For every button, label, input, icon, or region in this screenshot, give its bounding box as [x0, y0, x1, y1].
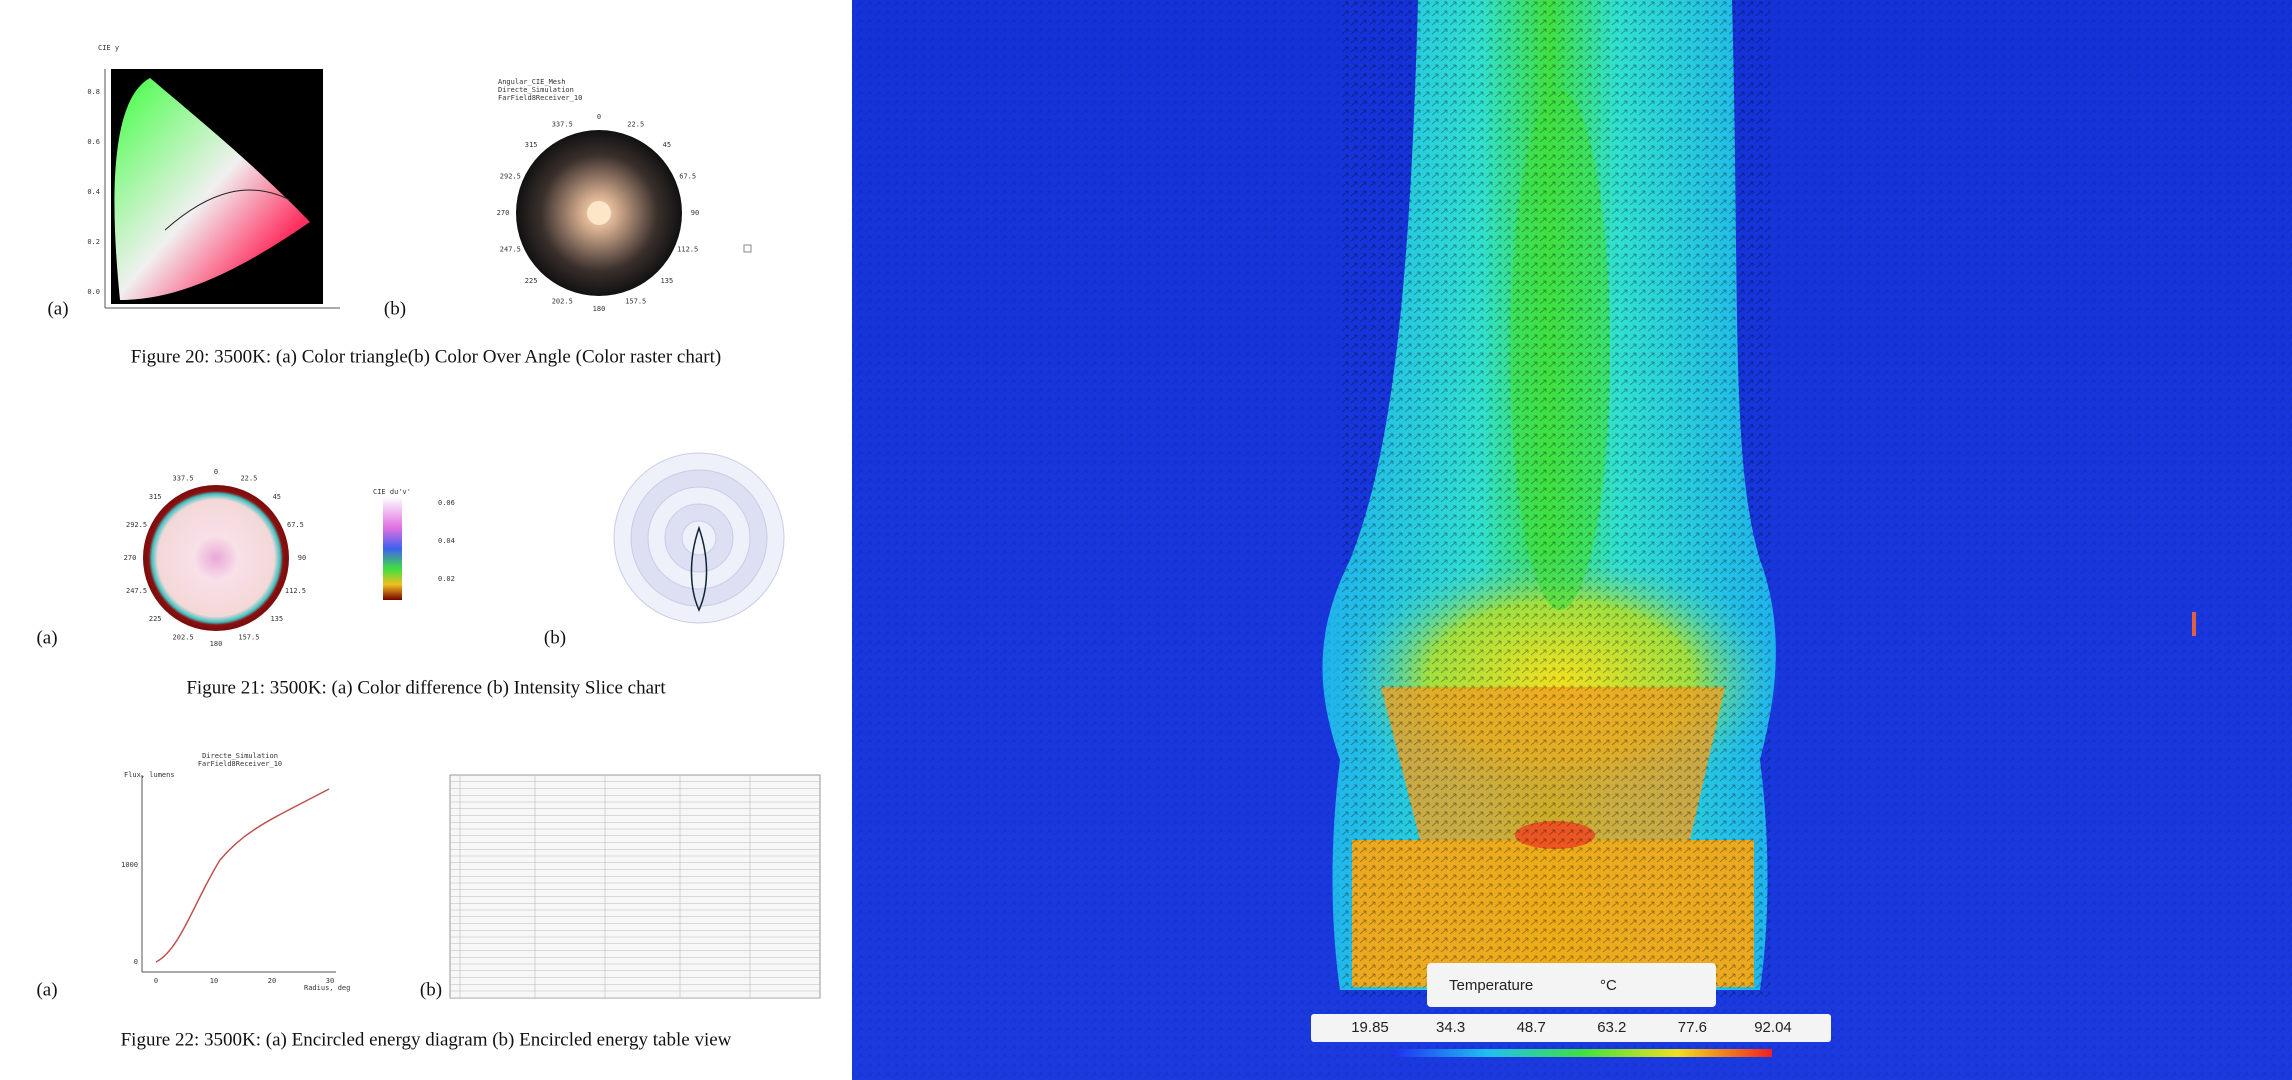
subfigure-label: (a): [36, 627, 57, 648]
x-tick-label: 30: [326, 977, 334, 985]
figure-caption: Figure 21: 3500K: (a) Color difference (…: [186, 677, 666, 698]
legend-tick-label: 34.3: [1436, 1019, 1465, 1036]
legend-color-bar: [1393, 1049, 1772, 1057]
angle-label: 157.5: [625, 298, 646, 306]
simulation-view: [852, 0, 2292, 1080]
subfigure-label: (b): [384, 298, 406, 319]
panel-title: FarField8Receiver_10: [198, 760, 282, 768]
angle-label: 315: [525, 141, 538, 149]
axis-tick-label: 0.8: [87, 88, 100, 96]
figure-22: [141, 774, 821, 999]
angle-label: 22.5: [240, 475, 257, 483]
angle-label: 45: [663, 141, 671, 149]
angle-label: 45: [273, 493, 281, 501]
figure-20: [104, 69, 752, 309]
angle-label: 135: [270, 615, 283, 623]
figure-caption: Figure 20: 3500K: (a) Color triangle(b) …: [131, 346, 721, 367]
axis-title: CIE y: [98, 44, 119, 52]
axis-tick-label: 0.4: [87, 188, 100, 196]
angle-label: 0: [597, 113, 601, 121]
axis-tick-label: 0.0: [87, 288, 100, 296]
colorbar-title: CIE du'v': [373, 488, 411, 496]
panel-title: Directe_Simulation: [498, 86, 574, 94]
legend-tick-label: 19.85: [1351, 1019, 1389, 1036]
angle-label: 0: [214, 468, 218, 476]
angle-label: 67.5: [679, 172, 696, 180]
angle-label: 270: [124, 554, 137, 562]
angle-label: 337.5: [173, 475, 194, 483]
angle-label: 180: [210, 640, 223, 648]
angle-label: 135: [661, 277, 674, 285]
angle-label: 202.5: [173, 633, 194, 641]
angle-label: 202.5: [552, 298, 573, 306]
legend-title-box: [1427, 963, 1716, 1007]
colorbar-tick-label: 0.02: [438, 575, 455, 583]
legend-tick-label: 92.04: [1754, 1019, 1792, 1036]
angle-label: 292.5: [126, 521, 147, 529]
angle-label: 292.5: [500, 172, 521, 180]
axis-tick-label: 0.2: [87, 238, 100, 246]
subfigure-label: (b): [544, 627, 566, 648]
x-tick-label: 0: [154, 977, 158, 985]
panel-title: FarField8Receiver_10: [498, 94, 582, 102]
angle-label: 225: [149, 615, 162, 623]
y-tick-label: 1000: [121, 861, 138, 869]
angle-label: 112.5: [285, 587, 306, 595]
angle-label: 337.5: [552, 120, 573, 128]
axis-tick-label: 0.6: [87, 138, 100, 146]
x-axis-title: Radius, deg: [304, 984, 350, 992]
legend-title: Temperature: [1449, 977, 1533, 994]
subfigure-label: (a): [36, 979, 57, 1000]
angle-label: 180: [593, 305, 606, 313]
angle-label: 315: [149, 493, 162, 501]
legend-unit: °C: [1600, 977, 1617, 994]
angle-label: 112.5: [677, 246, 698, 254]
legend-tick-label: 48.7: [1517, 1019, 1546, 1036]
angle-label: 247.5: [126, 587, 147, 595]
figure-21: [143, 452, 785, 631]
subfigure-label: (b): [420, 979, 442, 1000]
angle-label: 90: [298, 554, 306, 562]
angle-label: 157.5: [238, 633, 259, 641]
angle-label: 225: [525, 277, 538, 285]
x-tick-label: 20: [268, 977, 276, 985]
angle-label: 67.5: [287, 521, 304, 529]
colorbar-tick-label: 0.04: [438, 537, 455, 545]
subfigure-label: (a): [47, 298, 68, 319]
y-tick-label: 0: [134, 958, 138, 966]
angle-label: 270: [497, 209, 510, 217]
x-tick-label: 10: [210, 977, 218, 985]
legend-tick-label: 77.6: [1678, 1019, 1707, 1036]
legend-tick-box: [1311, 1014, 1831, 1042]
angle-label: 90: [691, 209, 699, 217]
y-axis-title: Flux, lumens: [124, 771, 175, 779]
angle-label: 22.5: [627, 120, 644, 128]
angle-label: 247.5: [500, 246, 521, 254]
panel-title: Directe_Simulation: [202, 752, 278, 760]
figure-caption: Figure 22: 3500K: (a) Encircled energy d…: [121, 1029, 732, 1050]
panel-title: Angular_CIE_Mesh: [498, 78, 565, 86]
color-legend: Temperature °C 19.85 34.3 48.7 63.2 77.6 92.0…: [1311, 963, 1831, 1057]
legend-tick-label: 63.2: [1597, 1019, 1626, 1036]
colorbar-tick-label: 0.06: [438, 499, 455, 507]
